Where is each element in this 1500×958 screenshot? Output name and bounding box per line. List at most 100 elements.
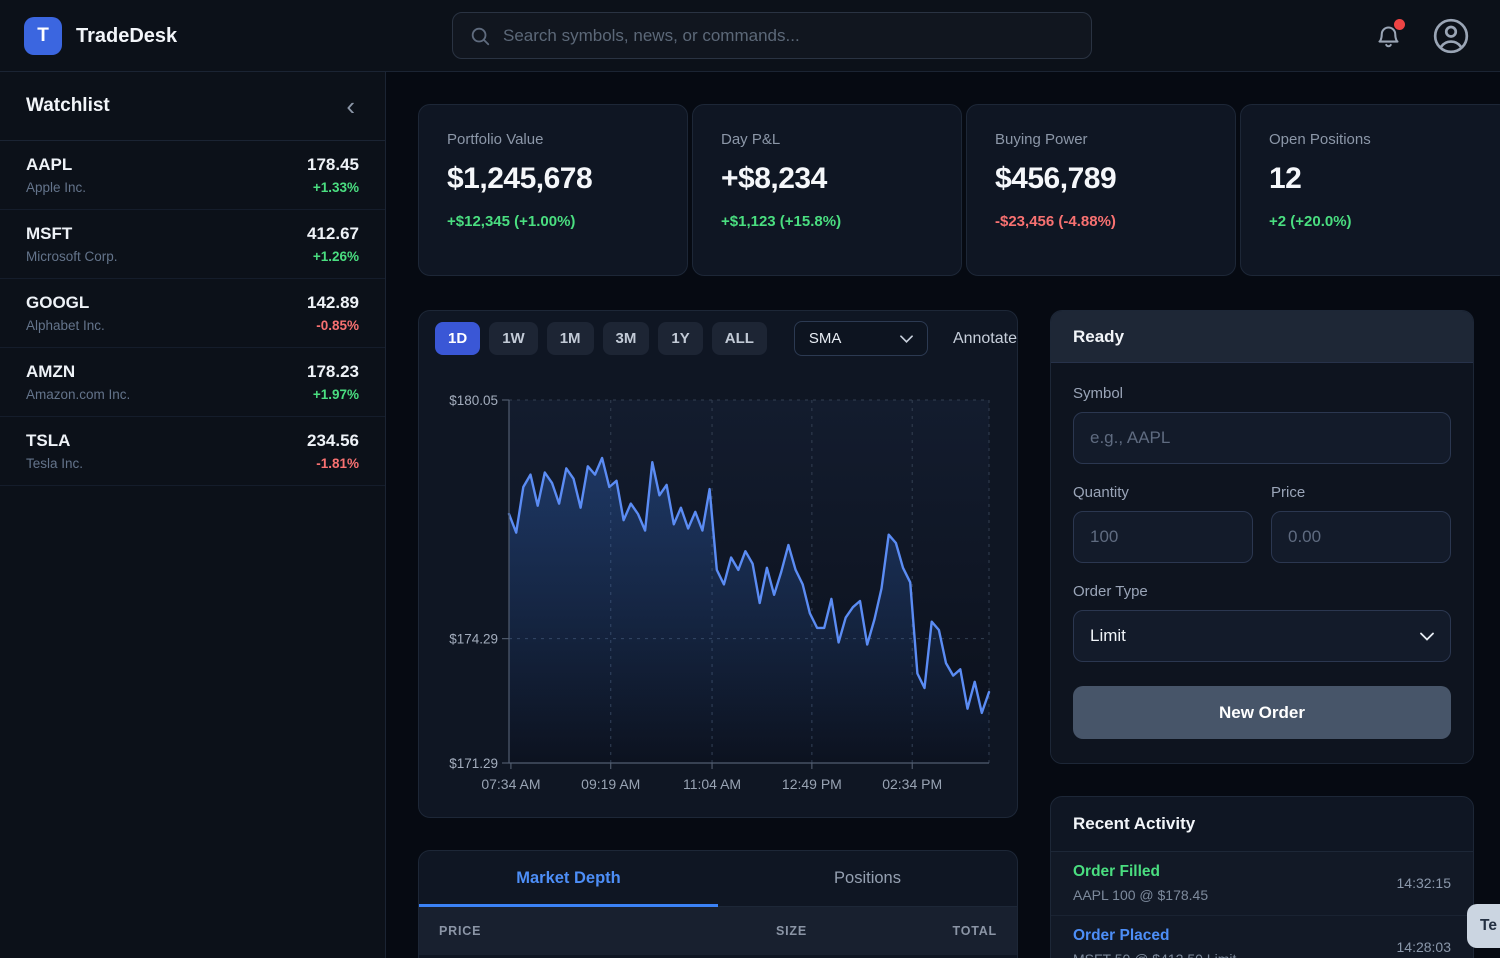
indicator-select[interactable]: SMA [793, 321, 928, 356]
stat-cards-row: Portfolio Value $1,245,678 +$12,345 (+1.… [418, 104, 1500, 276]
tab-positions[interactable]: Positions [718, 851, 1017, 906]
order-status: Ready [1073, 326, 1125, 346]
global-search[interactable] [452, 12, 1092, 59]
indicator-value: SMA [808, 330, 842, 347]
activity-detail: AAPL 100 @ $178.45 [1073, 887, 1209, 903]
toast: Te [1467, 904, 1500, 948]
svg-text:$174.29: $174.29 [449, 632, 498, 647]
tab-market-depth[interactable]: Market Depth [419, 851, 718, 907]
tab-label: Positions [834, 869, 901, 887]
price-input[interactable] [1271, 511, 1451, 563]
order-type-select[interactable]: Limit [1073, 610, 1451, 662]
svg-text:07:34 AM: 07:34 AM [481, 776, 540, 792]
top-navbar: T TradeDesk [0, 0, 1500, 72]
notification-dot [1394, 18, 1405, 30]
watchlist-item-googl[interactable]: GOOGL Alphabet Inc. 142.89 -0.85% [0, 279, 385, 348]
symbol: AAPL [26, 155, 73, 174]
change: +1.97% [312, 387, 359, 402]
notifications-button[interactable] [1375, 18, 1405, 50]
symbol: AMZN [26, 362, 76, 381]
price: 142.89 [307, 293, 359, 312]
change: -1.81% [316, 456, 359, 471]
range-button-all[interactable]: ALL [711, 322, 767, 355]
company-name: Amazon.com Inc. [26, 387, 131, 402]
stat-label: Portfolio Value [447, 131, 544, 148]
stat-value: 12 [1269, 162, 1302, 195]
order-form-card: Ready Symbol Quantity Price [1050, 310, 1474, 764]
quantity-input[interactable] [1073, 511, 1253, 563]
chevron-down-icon [900, 334, 913, 343]
company-name: Tesla Inc. [26, 456, 84, 471]
navbar-actions [1375, 0, 1470, 72]
stat-label: Buying Power [995, 131, 1088, 148]
activity-title: Order Placed [1073, 927, 1170, 944]
annotate-button[interactable]: Annotate [952, 329, 1017, 347]
order-form-body: Symbol Quantity Price Order Type [1051, 363, 1473, 763]
range-button-1w[interactable]: 1W [489, 322, 538, 355]
brand: T TradeDesk [24, 0, 177, 72]
price: 412.67 [307, 224, 359, 243]
svg-text:09:19 AM: 09:19 AM [581, 776, 640, 792]
tab-label: Market Depth [516, 869, 621, 887]
user-avatar-button[interactable] [1432, 17, 1470, 55]
symbol-input[interactable] [1073, 412, 1451, 464]
svg-text:12:49 PM: 12:49 PM [782, 776, 842, 792]
watchlist-item-amzn[interactable]: AMZN Amazon.com Inc. 178.23 +1.97% [0, 348, 385, 417]
activity-detail: MSFT 50 @ $412.50 Limit [1073, 951, 1236, 958]
activity-time: 14:28:03 [1396, 939, 1452, 955]
range-button-3m[interactable]: 3M [602, 322, 650, 355]
watchlist-item-tsla[interactable]: TSLA Tesla Inc. 234.56 -1.81% [0, 417, 385, 486]
watchlist-sidebar: Watchlist ‹ AAPL Apple Inc. 178.45 +1.33… [0, 72, 386, 958]
price-chart-card: 1D 1W 1M 3M 1Y ALL SMA Annotate $180. [418, 310, 1018, 818]
recent-activity-title: Recent Activity [1051, 797, 1473, 852]
stat-card-buying-power: Buying Power $456,789 -$23,456 (-4.88%) [966, 104, 1236, 276]
stat-value: $456,789 [995, 162, 1117, 195]
order-status-header: Ready [1051, 311, 1473, 363]
price: 178.23 [307, 362, 359, 381]
column-header-price: PRICE [439, 924, 482, 938]
stat-value: $1,245,678 [447, 162, 593, 195]
avatar-icon [1433, 18, 1469, 54]
quantity-label: Quantity [1073, 484, 1129, 501]
toast-text: Te [1480, 917, 1497, 934]
watchlist-item-aapl[interactable]: AAPL Apple Inc. 178.45 +1.33% [0, 141, 385, 210]
svg-text:$180.05: $180.05 [449, 393, 498, 408]
symbol-label: Symbol [1073, 385, 1124, 402]
company-name: Alphabet Inc. [26, 318, 105, 333]
symbol: MSFT [26, 224, 73, 243]
price: 234.56 [307, 431, 359, 450]
stat-change: +$1,123 (+15.8%) [721, 213, 842, 230]
new-order-button[interactable]: New Order [1073, 686, 1451, 739]
watchlist-item-msft[interactable]: MSFT Microsoft Corp. 412.67 +1.26% [0, 210, 385, 279]
chart-area: $180.05 $174.29 $171.29 07:34 AM 09:19 AM 11:… [419, 356, 1017, 805]
app-logo-letter: T [37, 25, 49, 46]
column-header-size: SIZE [776, 924, 807, 938]
search-input[interactable] [503, 25, 1075, 46]
activity-item-order-filled: Order Filled AAPL 100 @ $178.45 14:32:15 [1051, 852, 1473, 916]
range-button-1m[interactable]: 1M [546, 322, 594, 355]
stat-value: +$8,234 [721, 162, 827, 195]
collapse-sidebar-button[interactable]: ‹ [346, 91, 355, 121]
stat-change: +$12,345 (+1.00%) [447, 213, 576, 230]
activity-time: 14:32:15 [1396, 875, 1452, 891]
recent-activity-card: Recent Activity Order Filled AAPL 100 @ … [1050, 796, 1474, 958]
company-name: Apple Inc. [26, 180, 87, 195]
change: -0.85% [316, 318, 359, 333]
order-type-label: Order Type [1073, 583, 1148, 600]
svg-text:11:04 AM: 11:04 AM [683, 776, 741, 792]
main-content: Portfolio Value $1,245,678 +$12,345 (+1.… [386, 72, 1500, 958]
range-button-1y[interactable]: 1Y [658, 322, 703, 355]
change: +1.26% [312, 249, 359, 264]
app-logo: T [24, 17, 62, 55]
activity-item-order-placed: Order Placed MSFT 50 @ $412.50 Limit 14:… [1051, 916, 1473, 958]
company-name: Microsoft Corp. [26, 249, 118, 264]
stat-change: +2 (+20.0%) [1269, 213, 1352, 230]
stat-change: -$23,456 (-4.88%) [995, 213, 1116, 230]
watchlist-title: Watchlist [26, 95, 110, 116]
stat-label: Open Positions [1269, 131, 1371, 148]
symbol: GOOGL [26, 293, 90, 312]
market-depth-card: Market Depth Positions PRICE SIZE TOTAL [418, 850, 1018, 958]
app-name: TradeDesk [76, 24, 178, 47]
range-button-1d[interactable]: 1D [435, 322, 481, 355]
price-chart: $180.05 $174.29 $171.29 07:34 AM 09:19 AM 11:… [449, 393, 991, 792]
